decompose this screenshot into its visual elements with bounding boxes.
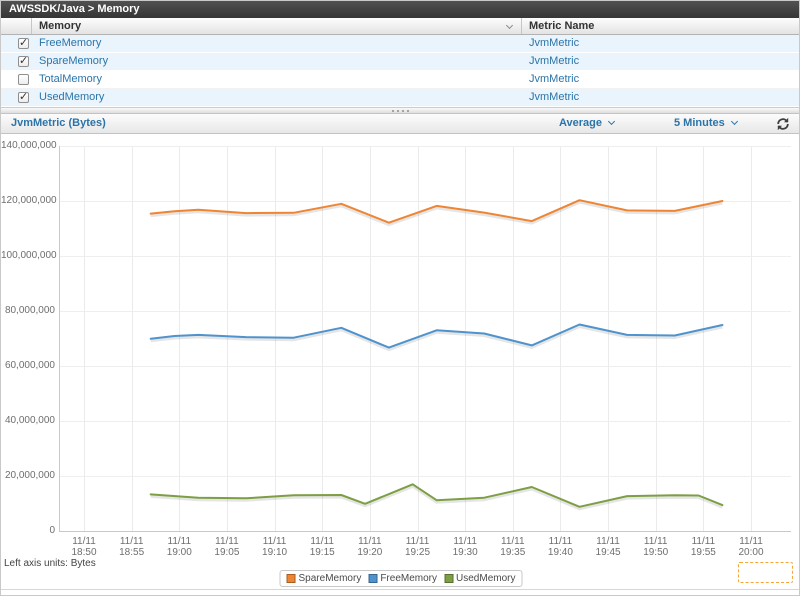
- metric-name-link[interactable]: JvmMetric: [529, 71, 579, 88]
- breadcrumb-title: AWSSDK/Java > Memory: [9, 3, 140, 15]
- table-chart-splitter[interactable]: [1, 107, 799, 114]
- period-label: 5 Minutes: [674, 117, 725, 129]
- row-checkbox[interactable]: [18, 74, 29, 85]
- series-shadow: [151, 327, 723, 350]
- y-axis-tick-label: 40,000,000: [1, 416, 55, 426]
- panel-bottom-border: [1, 589, 799, 590]
- x-axis-tick-label: 11/1119:05: [205, 536, 249, 558]
- legend-item-UsedMemory: UsedMemory: [444, 573, 515, 584]
- x-axis-tick-label: 11/1119:40: [538, 536, 582, 558]
- x-axis-tick-label: 11/1119:50: [634, 536, 678, 558]
- x-axis-tick-label: 11/1119:10: [253, 536, 297, 558]
- period-dropdown[interactable]: 5 Minutes: [674, 114, 737, 133]
- legend-label: FreeMemory: [380, 573, 437, 584]
- legend-label: UsedMemory: [456, 573, 515, 584]
- chevron-down-icon: [608, 118, 615, 125]
- metric-name-link[interactable]: JvmMetric: [529, 89, 579, 106]
- statistic-label: Average: [559, 117, 602, 129]
- x-axis-tick-label: 11/1119:35: [491, 536, 535, 558]
- sort-chevron-down-icon[interactable]: [506, 22, 513, 29]
- x-axis-tick-label: 11/1120:00: [729, 536, 773, 558]
- x-axis-tick-label: 11/1118:55: [110, 536, 154, 558]
- y-axis-tick-label: 0: [1, 526, 55, 536]
- chart-legend: SpareMemory FreeMemory UsedMemory: [280, 570, 523, 587]
- x-axis-tick-label: 11/1119:30: [443, 536, 487, 558]
- x-axis-tick-label: 11/1119:15: [300, 536, 344, 558]
- x-axis-tick-label: 11/1119:25: [396, 536, 440, 558]
- x-axis-tick-label: 11/1119:00: [157, 536, 201, 558]
- legend-item-SpareMemory: SpareMemory: [287, 573, 362, 584]
- y-axis-tick-label: 100,000,000: [1, 251, 55, 261]
- x-axis-tick-label: 11/1118:50: [62, 536, 106, 558]
- row-checkbox[interactable]: ✓: [18, 92, 29, 103]
- column-divider: [521, 18, 522, 34]
- refresh-button[interactable]: [775, 116, 791, 132]
- column-divider: [31, 18, 32, 34]
- x-axis-tick-label: 11/1119:20: [348, 536, 392, 558]
- cloudwatch-metric-widget: AWSSDK/Java > Memory Memory Metric Name …: [0, 0, 800, 596]
- statistic-dropdown[interactable]: Average: [559, 114, 614, 133]
- series-shadow: [151, 486, 723, 509]
- refresh-icon: [775, 116, 791, 132]
- series-line-UsedMemory: [151, 484, 723, 507]
- legend-swatch: [287, 574, 296, 583]
- series-line-FreeMemory: [151, 325, 723, 348]
- chevron-down-icon: [731, 118, 738, 125]
- column-header-memory[interactable]: Memory: [39, 18, 81, 34]
- y-axis-tick-label: 120,000,000: [1, 196, 55, 206]
- metric-name-link[interactable]: JvmMetric: [529, 53, 579, 70]
- memory-link[interactable]: FreeMemory: [39, 35, 101, 52]
- y-axis-tick-label: 20,000,000: [1, 471, 55, 481]
- row-checkbox[interactable]: ✓: [18, 38, 29, 49]
- memory-link[interactable]: UsedMemory: [39, 89, 104, 106]
- legend-label: SpareMemory: [299, 573, 362, 584]
- axis-units-label: Left axis units: Bytes: [4, 558, 96, 569]
- table-row: TotalMemory JvmMetric: [1, 71, 799, 89]
- series-shadow: [151, 202, 723, 225]
- y-axis-tick-label: 140,000,000: [1, 141, 55, 151]
- y-axis-tick-label: 60,000,000: [1, 361, 55, 371]
- metric-name-link[interactable]: JvmMetric: [529, 35, 579, 52]
- y-axis-tick-label: 80,000,000: [1, 306, 55, 316]
- chart-title: JvmMetric (Bytes): [11, 114, 106, 133]
- x-axis-tick-label: 11/1119:45: [586, 536, 630, 558]
- x-axis-tick-label: 11/1119:55: [681, 536, 725, 558]
- table-header: Memory Metric Name: [1, 18, 799, 35]
- series-line-SpareMemory: [151, 200, 723, 223]
- legend-swatch: [368, 574, 377, 583]
- column-header-metric-name[interactable]: Metric Name: [529, 18, 594, 34]
- memory-link[interactable]: TotalMemory: [39, 71, 102, 88]
- chart-resize-handle[interactable]: [738, 562, 793, 583]
- table-row: ✓ FreeMemory JvmMetric: [1, 35, 799, 53]
- chart-header: JvmMetric (Bytes) Average 5 Minutes: [1, 114, 799, 134]
- row-checkbox[interactable]: ✓: [18, 56, 29, 67]
- legend-item-FreeMemory: FreeMemory: [368, 573, 437, 584]
- memory-link[interactable]: SpareMemory: [39, 53, 108, 70]
- breadcrumb: AWSSDK/Java > Memory: [1, 1, 799, 18]
- legend-swatch: [444, 574, 453, 583]
- table-row: ✓ SpareMemory JvmMetric: [1, 53, 799, 71]
- table-row: ✓ UsedMemory JvmMetric: [1, 89, 799, 107]
